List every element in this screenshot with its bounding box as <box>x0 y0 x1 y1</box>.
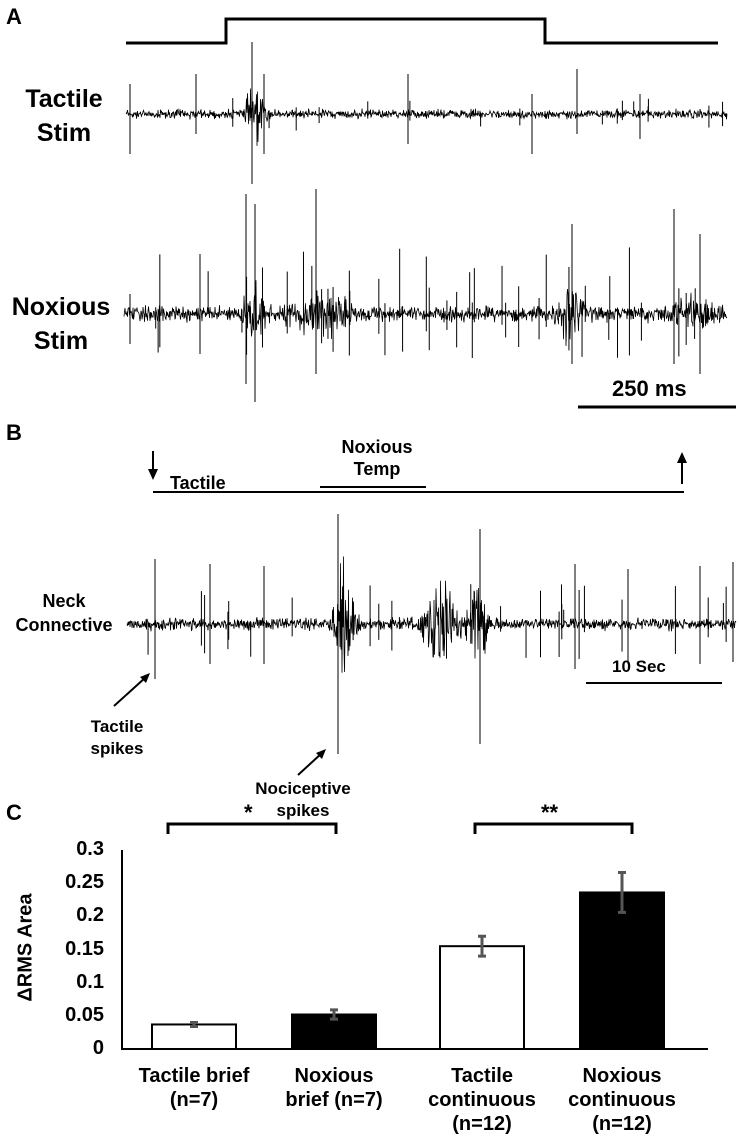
bar-1 <box>151 1023 237 1050</box>
panel-b-scale-label: 10 Sec <box>612 657 666 676</box>
tactile-spikes-arrowhead <box>140 673 150 683</box>
y-tick-label: 0.05 <box>65 1003 104 1026</box>
stimulus-step-line <box>126 17 718 45</box>
y-tick-label: 0.2 <box>76 904 104 927</box>
category-label-1: Tactile brief (n=7) <box>119 1064 269 1112</box>
significance-bracket-1 <box>166 822 338 834</box>
neck-connective-line2: Connective <box>15 615 113 635</box>
significance-star-2: ** <box>541 800 559 825</box>
tactile-stim-trace <box>125 42 728 184</box>
noxious-stim-label-line2: Stim <box>33 327 89 355</box>
category-label-4: Noxious continuous (n=12) <box>547 1064 697 1136</box>
nociceptive-spikes-arrowhead <box>316 749 326 759</box>
tactile-spikes-line2: spikes <box>90 739 144 758</box>
nociceptive-spikes-label: Nociceptive spikes <box>243 778 363 822</box>
category-label-line: continuous <box>428 1089 536 1111</box>
category-label-line: Tactile brief <box>138 1065 250 1087</box>
significance-bracket-2 <box>473 822 634 834</box>
category-label-3: Tactile continuous (n=12) <box>407 1064 557 1136</box>
panel-b-letter: B <box>6 420 22 445</box>
category-label-line: continuous <box>568 1089 676 1111</box>
trace-waveform <box>126 556 737 673</box>
y-tick-label: 0.1 <box>76 970 104 993</box>
significance-star-1: * <box>244 800 253 825</box>
noxious-temp-line1: Noxious <box>341 437 413 457</box>
y-tick-label: 0.15 <box>65 937 104 960</box>
neck-connective-line1: Neck <box>42 591 86 611</box>
y-tick-label: 0.25 <box>65 871 104 894</box>
error-bar-4 <box>618 871 626 914</box>
error-bar-1 <box>190 1020 198 1028</box>
trace-waveform <box>125 88 728 146</box>
noxious-stim-trace <box>123 189 728 402</box>
panel-a-scale-label: 250 ms <box>612 376 687 401</box>
bar-chart <box>121 850 708 1051</box>
bar-3 <box>439 945 525 1051</box>
nociceptive-spikes-arrow <box>297 752 323 776</box>
up-arrow-icon <box>677 452 687 463</box>
tactile-spikes-line1: Tactile <box>90 717 144 736</box>
category-label-line: Noxious <box>582 1065 662 1087</box>
category-label-line: (n=12) <box>452 1113 512 1135</box>
noxious-stim-label-line1: Noxious <box>11 293 111 321</box>
category-label-line: Noxious <box>294 1065 374 1087</box>
y-tick-label: 0 <box>92 1037 104 1059</box>
y-tick-label: 0.3 <box>76 838 104 860</box>
bar-4 <box>579 891 665 1050</box>
category-label-line: (n=12) <box>592 1113 652 1135</box>
down-arrow-icon <box>148 469 158 480</box>
category-label-2: Noxious brief (n=7) <box>259 1064 409 1112</box>
tactile-period-label: Tactile <box>170 473 226 493</box>
panel-c-letter: C <box>6 800 22 825</box>
noxious-temp-label: Noxious Temp <box>332 436 422 480</box>
error-bar-3 <box>478 934 486 958</box>
noxious-temp-line2: Temp <box>353 459 401 479</box>
tactile-stim-label: Tactile Stim <box>14 82 114 150</box>
category-label-line: brief (n=7) <box>285 1089 383 1111</box>
noxious-stim-label: Noxious Stim <box>6 290 116 358</box>
nociceptive-spikes-line1: Nociceptive <box>255 779 351 798</box>
tactile-stim-label-line2: Stim <box>36 119 92 147</box>
neck-connective-trace <box>126 514 737 754</box>
neck-connective-label: Neck Connective <box>14 589 114 637</box>
error-bar-2 <box>330 1008 338 1021</box>
tactile-spikes-label: Tactile spikes <box>72 716 162 760</box>
nociceptive-spikes-line2: spikes <box>276 801 330 820</box>
category-label-line: Tactile <box>451 1065 513 1087</box>
tactile-spikes-arrow <box>113 676 147 707</box>
panel-a-letter: A <box>6 4 22 29</box>
tactile-stim-label-line1: Tactile <box>25 85 103 113</box>
category-label-line: (n=7) <box>169 1089 219 1111</box>
trace-waveform <box>123 280 728 346</box>
